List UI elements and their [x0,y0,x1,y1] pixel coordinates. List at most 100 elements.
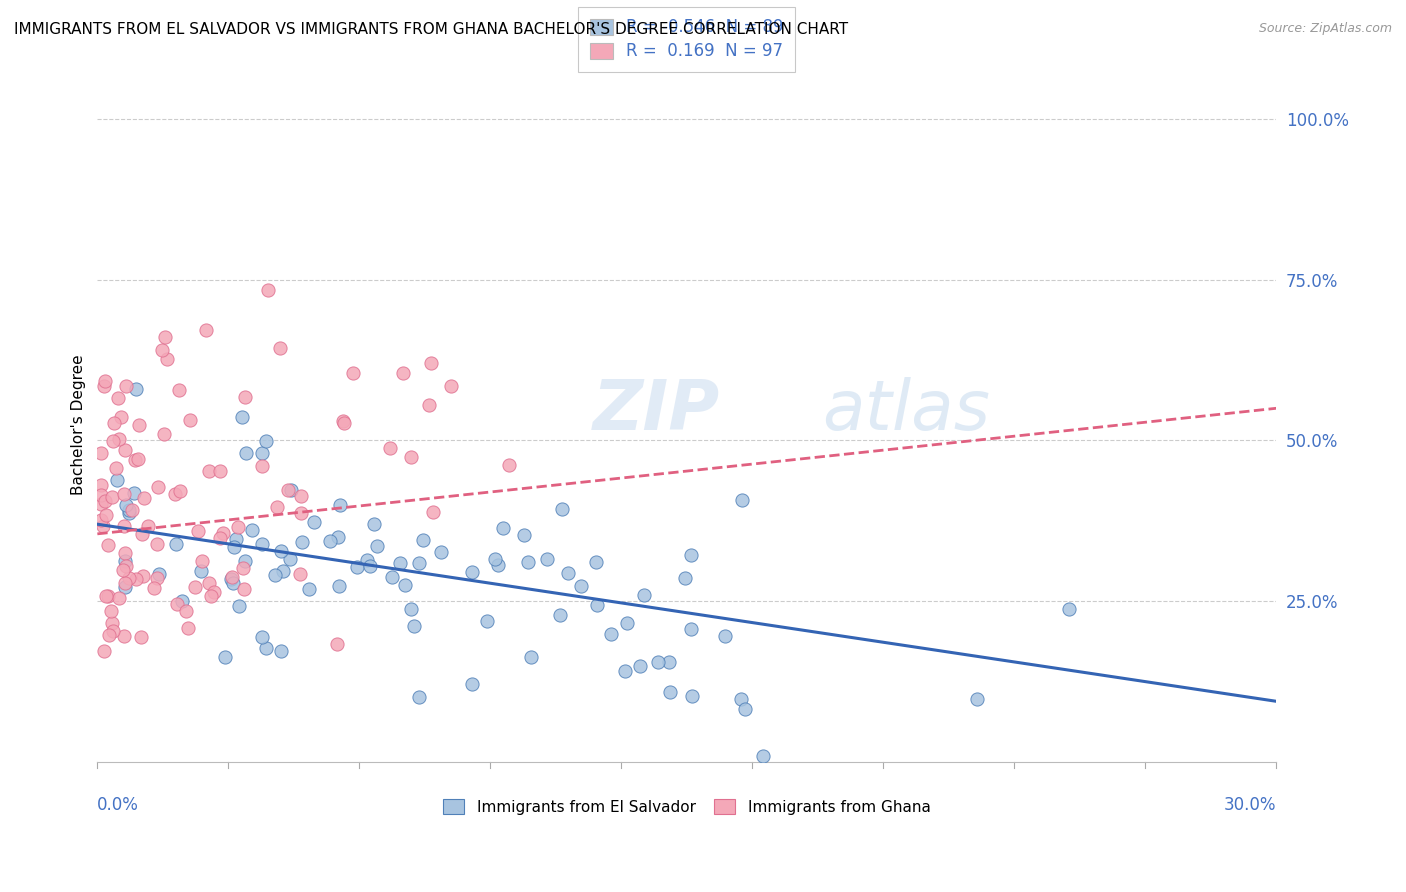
Point [628,658,651,673]
Point [389,556,412,570]
Point [94,589,117,603]
Point [399,450,422,465]
Point [152,426,174,441]
Point [520,650,543,665]
Text: atlas: atlas [823,377,990,444]
Point [681,690,703,704]
Point [257,284,280,298]
Point [254,641,277,656]
Point [402,619,425,633]
Point [166,597,188,611]
Point [280,483,302,497]
Point [231,410,253,425]
Point [129,631,152,645]
Point [221,569,243,583]
Point [97,589,120,603]
Point [422,505,444,519]
Point [115,499,138,513]
Point [536,552,558,566]
Point [225,532,247,546]
Point [226,519,249,533]
Point [269,341,291,355]
Point [112,519,135,533]
Point [103,416,125,430]
Point [235,446,257,460]
Point [97,538,120,552]
Point [131,527,153,541]
Point [363,517,385,532]
Point [356,553,378,567]
Point [734,702,756,716]
Point [184,580,207,594]
Point [730,692,752,706]
Point [114,580,136,594]
Point [658,684,681,698]
Point [264,568,287,582]
Point [97,628,120,642]
Point [118,506,141,520]
Point [174,604,197,618]
Point [146,480,169,494]
Point [418,398,440,412]
Point [212,526,235,541]
Point [107,591,129,606]
Point [115,379,138,393]
Point [270,543,292,558]
Point [250,537,273,551]
Point [114,546,136,560]
Point [475,614,498,628]
Point [270,643,292,657]
Point [290,489,312,503]
Point [302,515,325,529]
Point [124,453,146,467]
Point [278,552,301,566]
Point [111,563,134,577]
Text: 0.0%: 0.0% [97,797,139,814]
Point [233,582,256,596]
Point [408,690,430,705]
Point [107,391,129,405]
Point [165,537,187,551]
Point [394,578,416,592]
Point [557,566,579,581]
Point [138,519,160,533]
Point [569,579,592,593]
Point [208,531,231,545]
Point [110,410,132,425]
Point [551,502,574,516]
Point [681,548,703,562]
Point [326,637,349,651]
Point [266,500,288,514]
Point [290,506,312,520]
Point [222,540,245,554]
Point [492,521,515,535]
Point [966,692,988,706]
Point [219,572,242,586]
Point [1057,602,1080,616]
Point [616,615,638,630]
Point [127,452,149,467]
Point [484,551,506,566]
Text: 30.0%: 30.0% [1223,797,1277,814]
Point [90,497,112,511]
Point [730,492,752,507]
Point [401,602,423,616]
Point [633,588,655,602]
Point [90,446,112,460]
Point [202,585,225,599]
Point [93,644,115,658]
Point [101,434,124,448]
Point [200,589,222,603]
Point [658,655,681,669]
Point [191,554,214,568]
Point [165,487,187,501]
Point [169,484,191,499]
Point [714,629,737,643]
Point [134,491,156,505]
Point [613,664,636,678]
Point [600,627,623,641]
Point [647,655,669,669]
Point [150,343,173,358]
Point [233,390,256,404]
Point [101,615,124,630]
